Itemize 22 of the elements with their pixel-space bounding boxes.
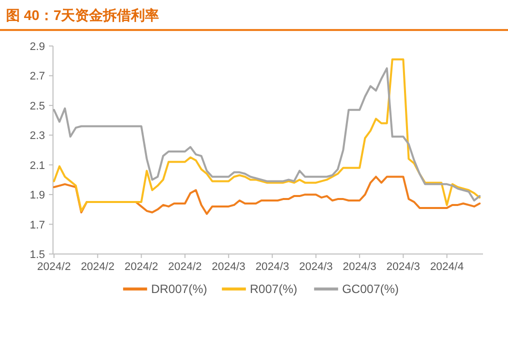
ytick: 1.9 [30, 190, 45, 202]
xtick: 2024/2 [80, 261, 114, 273]
xtick: 2024/2 [168, 261, 202, 273]
legend-label: GC007(%) [342, 282, 399, 296]
ytick: 1.7 [30, 219, 45, 232]
ytick: 2.1 [30, 160, 45, 172]
ytick: 2.5 [30, 100, 45, 112]
ytick: 1.5 [30, 249, 45, 261]
xtick: 2024/2 [124, 261, 158, 273]
legend-label: DR007(%) [151, 282, 208, 296]
xtick: 2024/3 [212, 261, 246, 273]
xtick: 2024/3 [386, 261, 420, 273]
ytick: 2.9 [30, 41, 45, 53]
xtick: 2024/3 [299, 261, 333, 273]
title: 图 40：7天资金拆借利率 [6, 7, 160, 23]
ytick: 2.7 [30, 70, 45, 83]
xtick: 2024/2 [37, 261, 71, 273]
xtick: 2024/4 [430, 261, 464, 273]
legend-label: R007(%) [250, 282, 298, 296]
xtick: 2024/3 [342, 261, 376, 273]
ytick: 2.3 [30, 130, 45, 142]
xtick: 2024/3 [255, 261, 290, 273]
